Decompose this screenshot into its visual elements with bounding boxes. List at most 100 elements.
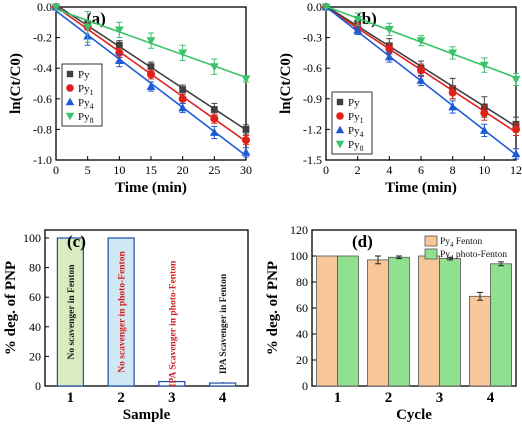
bar [367,259,389,387]
y-tick-label: -0.9 [303,92,322,106]
y-axis-label: ln(Ct/C0) [8,53,24,114]
y-tick-label: 80 [29,261,41,275]
data-point [115,41,123,49]
x-tick-label: 15 [145,163,157,177]
y-tick-label: 120 [290,223,308,237]
y-tick-label: 100 [290,249,308,263]
y-tick-label: 0.0 [307,0,322,14]
legend-marker [336,112,344,120]
data-point [242,136,250,145]
data-point [353,25,363,34]
legend-label: Py4 [78,97,94,111]
y-tick-label: -0.3 [303,31,322,45]
legend-label: Py8 [78,111,94,125]
legend-label: Py4 [348,125,364,139]
data-point [241,147,251,156]
bar [337,255,359,387]
data-point [147,70,155,79]
y-tick-label: -0.2 [33,31,52,45]
legend-label: Py4 Fenton [440,237,482,249]
y-tick-label: -0.8 [33,122,52,136]
x-tick-label: 25 [208,163,220,177]
x-tick-label: 10 [113,163,125,177]
panel-label: (c) [67,232,86,251]
bar [107,237,135,387]
data-point [51,3,61,12]
legend-label: Py [78,69,90,81]
data-point [511,149,521,158]
data-point [511,76,521,85]
y-tick-label: 0 [35,379,41,393]
data-point [209,127,219,136]
x-tick-label: 3 [436,390,444,406]
bar [490,263,512,387]
data-point [417,66,425,75]
series-Py8 [51,3,251,84]
x-tick-label: 3 [168,390,176,406]
y-tick-label: -0.6 [303,61,322,75]
legend-marker [66,70,74,78]
data-point [146,37,156,46]
y-tick-label: -0.6 [33,92,52,106]
data-point [416,37,426,46]
x-tick-label: 0 [323,163,329,177]
y-tick-label: 80 [296,275,308,289]
legend-label: Py1 [348,111,364,125]
x-tick-label: 0 [53,163,59,177]
bar [56,237,84,387]
data-point [416,75,426,84]
y-tick-label: 20 [29,349,41,363]
x-tick-label: 30 [240,163,252,177]
legend-marker [65,97,75,106]
y-axis-label: % deg. of PNP [265,261,281,355]
y-tick-label: 0 [302,379,308,393]
bar-annotation: No scavenger in Fenton [67,264,77,360]
legend-label: Py [348,97,360,109]
y-axis-label: ln(Ct/C0) [278,53,294,114]
legend-label: Py4 photo-Fenton [440,250,507,262]
y-tick-label: -0.4 [33,61,52,75]
plot-frame [44,229,249,387]
legend-swatch [424,235,438,247]
y-tick-label: 60 [296,301,308,315]
bar [439,258,461,387]
y-tick-label: 0.0 [37,0,52,14]
x-tick-label: 1 [67,390,75,406]
y-tick-label: 40 [29,320,41,334]
x-tick-label: 12 [510,163,522,177]
y-tick-label: -1.0 [33,153,52,167]
data-point [479,61,489,70]
data-point [210,114,219,123]
data-point [179,86,187,94]
legend-marker [335,125,345,134]
x-tick-label: 8 [450,163,456,177]
y-axis-label: % deg. of PNP [3,261,19,355]
x-tick-label: 4 [219,390,227,406]
data-point [384,26,394,35]
data-point [241,75,251,84]
x-axis-label: Cycle [396,407,432,423]
data-point [114,55,124,64]
data-point [209,63,219,72]
legend-marker [66,84,74,92]
x-tick-label: 4 [386,163,392,177]
x-tick-label: 2 [117,390,125,406]
x-tick-label: 1 [334,390,342,406]
legend-label: Py1 [78,83,94,97]
y-tick-label: 100 [23,231,41,245]
legend-marker [335,140,345,149]
data-point [448,102,458,111]
data-point [242,126,250,133]
bar-annotation: No scavenger in photo-Fenton [118,251,128,373]
bar [388,256,410,387]
bar [158,380,186,387]
x-tick-label: 5 [85,163,91,177]
data-point [114,26,124,35]
x-axis-label: Sample [123,407,171,423]
bar [469,295,491,387]
x-tick-label: 2 [385,390,393,406]
data-point [210,106,218,113]
data-point [353,15,363,24]
